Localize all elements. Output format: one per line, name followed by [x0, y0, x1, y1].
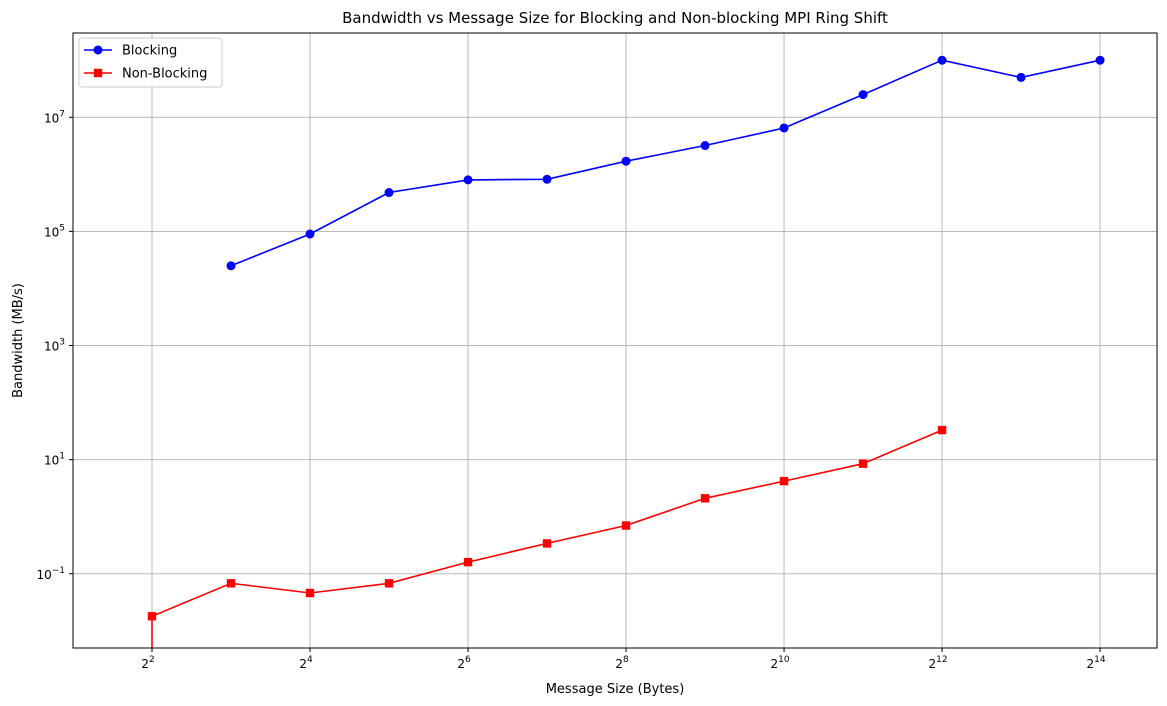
data-point — [226, 261, 236, 271]
legend-box — [78, 37, 223, 88]
data-point — [779, 123, 789, 133]
data-point — [700, 141, 710, 151]
data-point — [226, 579, 236, 588]
data-point — [621, 156, 631, 166]
data-point — [858, 90, 868, 100]
series-line — [230, 59, 1101, 267]
legend-label: Blocking — [122, 44, 177, 59]
x-tick-label: 22 — [141, 655, 154, 671]
data-point — [542, 539, 552, 548]
y-tick-label: 105 — [44, 223, 65, 239]
ticks: 22 24 26 28 210 212 214 10−1 101 103 105 107 — [36, 109, 1105, 671]
x-axis-label: Message Size (Bytes) — [546, 682, 685, 697]
data-point — [858, 459, 868, 468]
data-point — [384, 579, 394, 588]
series-blocking — [226, 55, 1105, 271]
data-point — [463, 557, 473, 567]
grid — [73, 33, 1157, 648]
series-non-blocking — [147, 425, 947, 648]
y-axis-label: Bandwidth (MB/s) — [11, 283, 26, 398]
x-tick-label: 210 — [770, 655, 789, 671]
x-tick-label: 26 — [457, 655, 471, 671]
data-point — [621, 521, 631, 530]
data-point — [1095, 55, 1105, 65]
series-layer — [147, 55, 1105, 648]
data-point — [305, 229, 315, 239]
legend-marker — [93, 68, 103, 78]
plot-frame — [72, 32, 1158, 649]
legend: Blocking Non-Blocking — [78, 37, 223, 88]
plot-area — [73, 33, 1157, 648]
x-tick-label: 214 — [1087, 655, 1106, 671]
data-point — [147, 612, 157, 621]
data-point — [1016, 72, 1026, 82]
y-tick-label: 107 — [44, 109, 65, 125]
legend-marker — [93, 45, 103, 55]
y-tick-label: 103 — [44, 338, 65, 354]
data-point — [542, 174, 552, 184]
y-tick-label: 10−1 — [36, 566, 65, 582]
data-point — [937, 425, 947, 435]
data-point — [463, 175, 473, 185]
series-line — [151, 429, 943, 648]
data-point — [384, 188, 394, 198]
y-tick-label: 101 — [44, 452, 65, 468]
x-tick-label: 212 — [929, 655, 948, 671]
data-point — [937, 55, 947, 65]
x-tick-label: 28 — [615, 655, 629, 671]
data-point — [305, 588, 315, 598]
data-point — [700, 494, 710, 503]
x-tick-label: 24 — [299, 655, 313, 671]
legend-label: Non-Blocking — [122, 67, 207, 82]
chart-title: Bandwidth vs Message Size for Blocking a… — [342, 9, 888, 27]
data-point — [779, 476, 789, 486]
